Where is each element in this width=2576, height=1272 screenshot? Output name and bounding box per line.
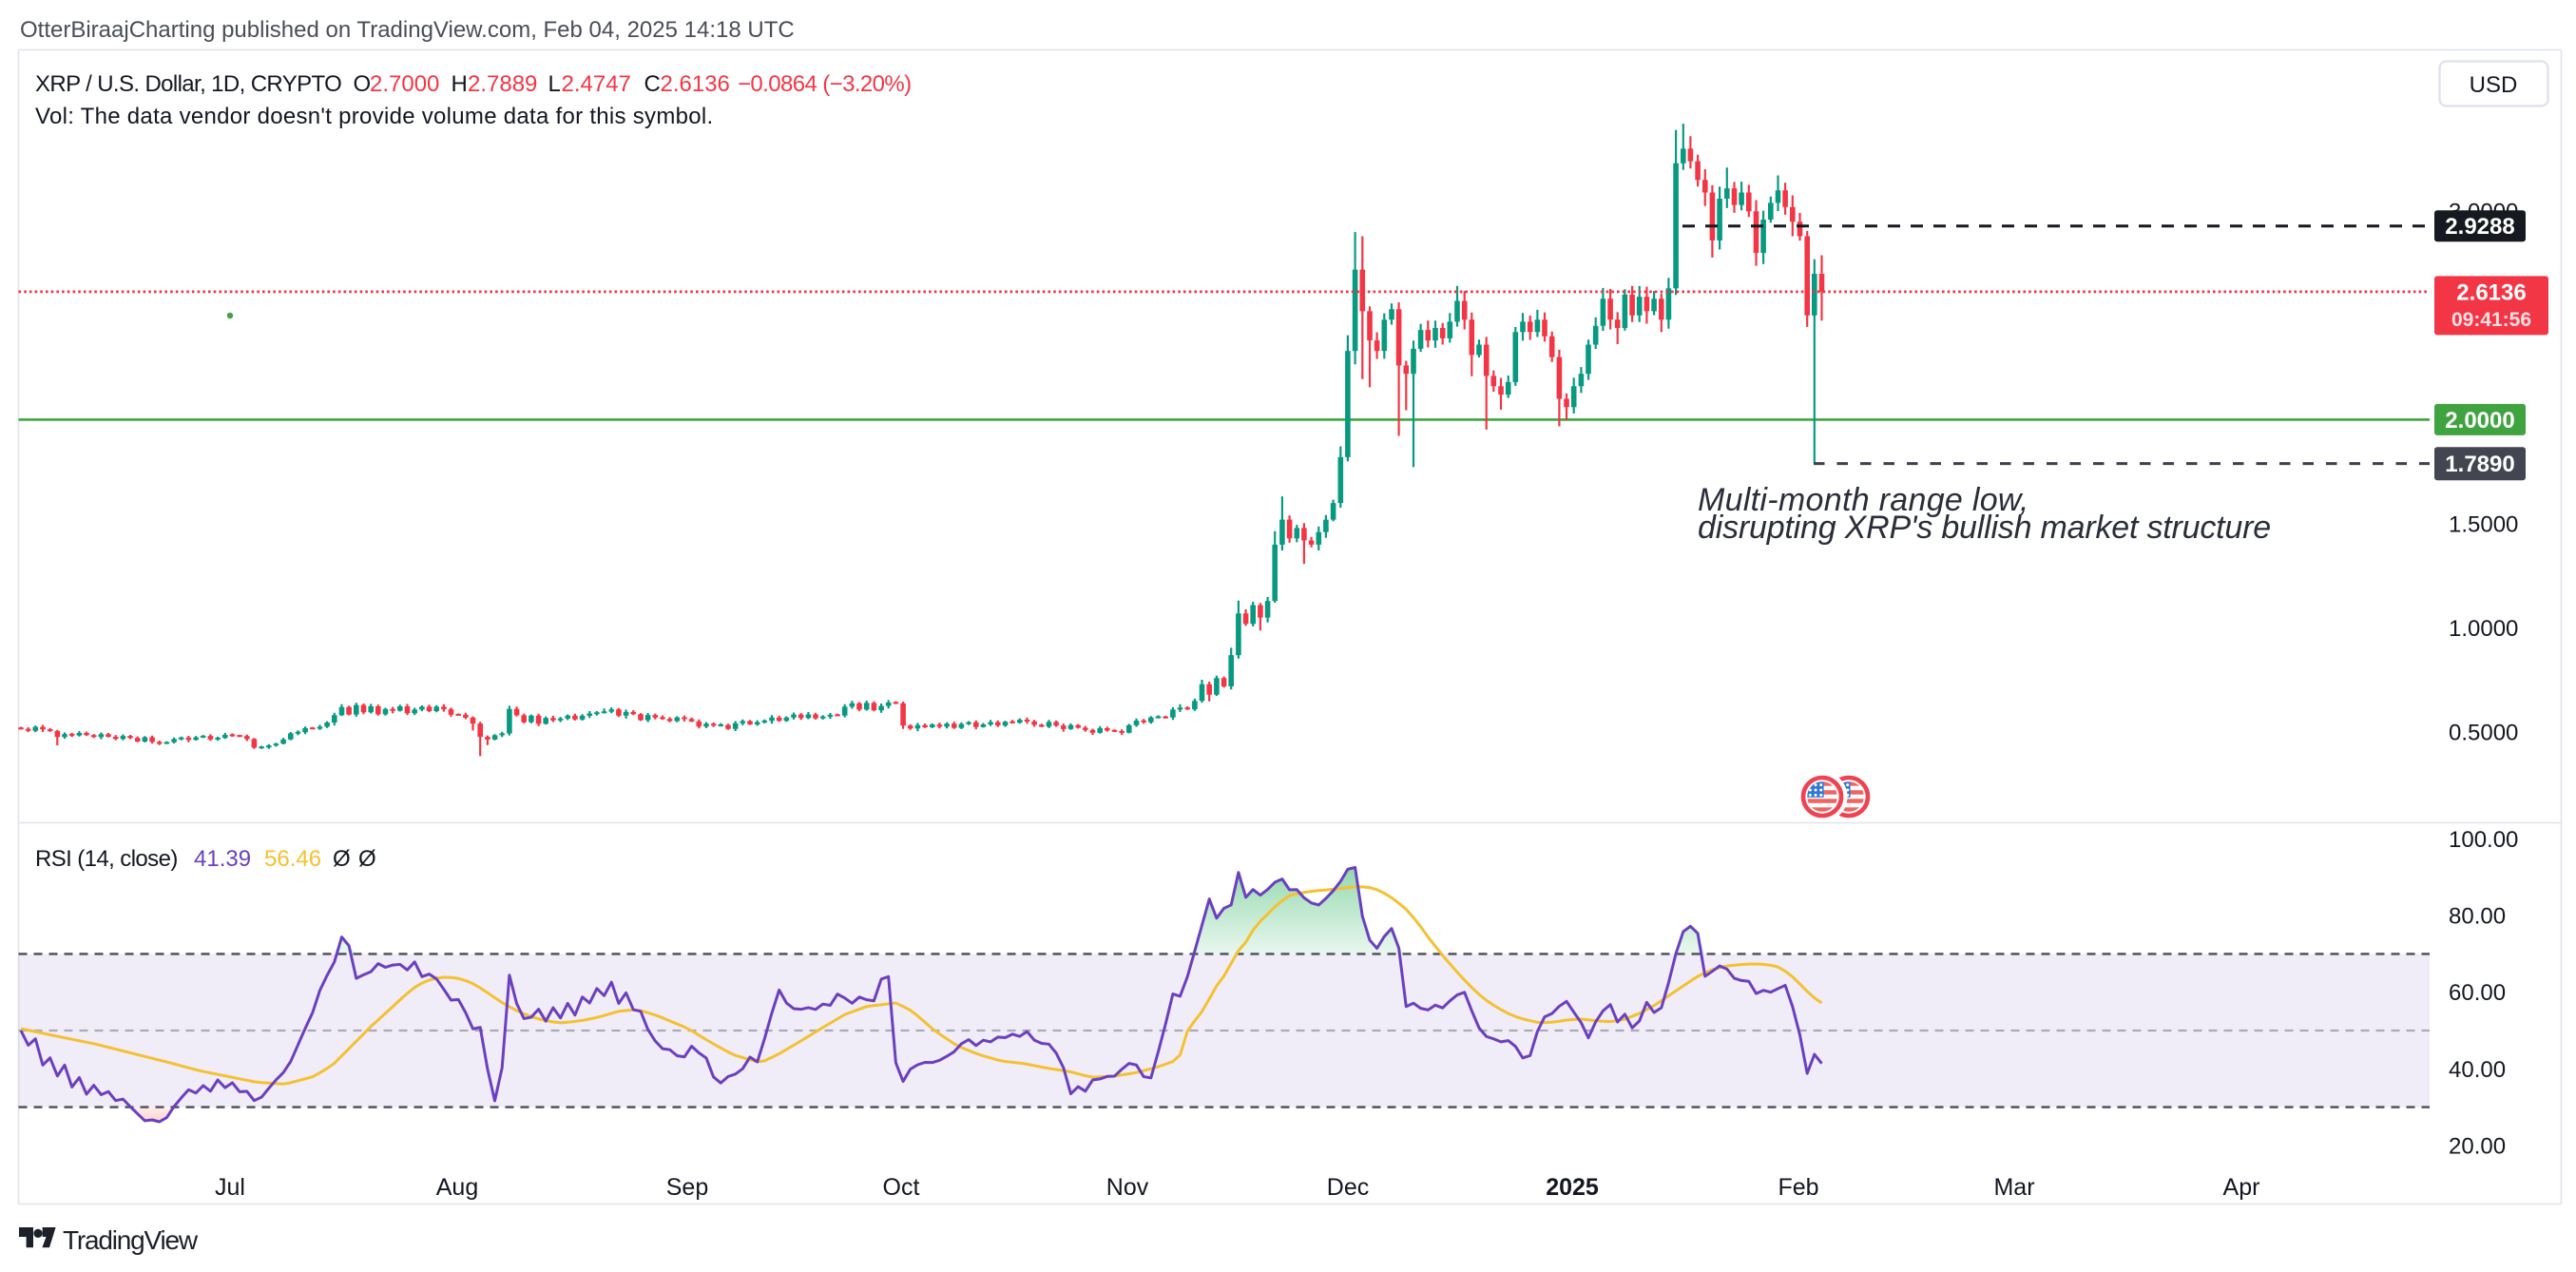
svg-text:100.00: 100.00 — [2449, 827, 2518, 853]
svg-text:60.00: 60.00 — [2449, 980, 2506, 1006]
svg-text:XRP / U.S. Dollar, 1D, CRYPTO: XRP / U.S. Dollar, 1D, CRYPTO — [35, 71, 341, 97]
svg-text:Jul: Jul — [215, 1174, 245, 1201]
svg-text:Vol: The data vendor doesn't p: Vol: The data vendor doesn't provide vol… — [35, 104, 713, 129]
svg-text:20.00: 20.00 — [2449, 1133, 2506, 1159]
svg-text:1.5000: 1.5000 — [2449, 512, 2518, 538]
svg-text:TradingView: TradingView — [63, 1225, 199, 1255]
svg-text:Oct: Oct — [883, 1174, 920, 1201]
svg-text:09:41:56: 09:41:56 — [2451, 309, 2531, 331]
svg-text:2.6136: 2.6136 — [2456, 279, 2526, 305]
svg-text:Dec: Dec — [1327, 1174, 1369, 1201]
svg-text:Multi-month range low,: Multi-month range low, — [1698, 482, 2029, 518]
svg-text:1.7890: 1.7890 — [2445, 452, 2514, 477]
svg-text:Nov: Nov — [1106, 1174, 1149, 1201]
svg-text:80.00: 80.00 — [2449, 904, 2506, 930]
svg-text:Mar: Mar — [1993, 1174, 2034, 1201]
svg-text:2.9288: 2.9288 — [2445, 214, 2514, 240]
svg-text:Aug: Aug — [436, 1174, 478, 1201]
svg-text:0.5000: 0.5000 — [2449, 721, 2518, 746]
svg-text:disrupting XRP's bullish marke: disrupting XRP's bullish market structur… — [1698, 510, 2271, 546]
svg-text:2025: 2025 — [1546, 1174, 1599, 1201]
svg-text:USD: USD — [2470, 72, 2518, 98]
svg-text:Feb: Feb — [1778, 1174, 1818, 1201]
svg-text:1.0000: 1.0000 — [2449, 616, 2518, 642]
svg-text:Sep: Sep — [666, 1174, 708, 1201]
svg-text:Apr: Apr — [2223, 1174, 2260, 1201]
svg-text:40.00: 40.00 — [2449, 1057, 2506, 1083]
svg-text:OtterBiraajCharting published: OtterBiraajCharting published on Trading… — [20, 17, 795, 43]
svg-text:2.0000: 2.0000 — [2445, 408, 2514, 434]
